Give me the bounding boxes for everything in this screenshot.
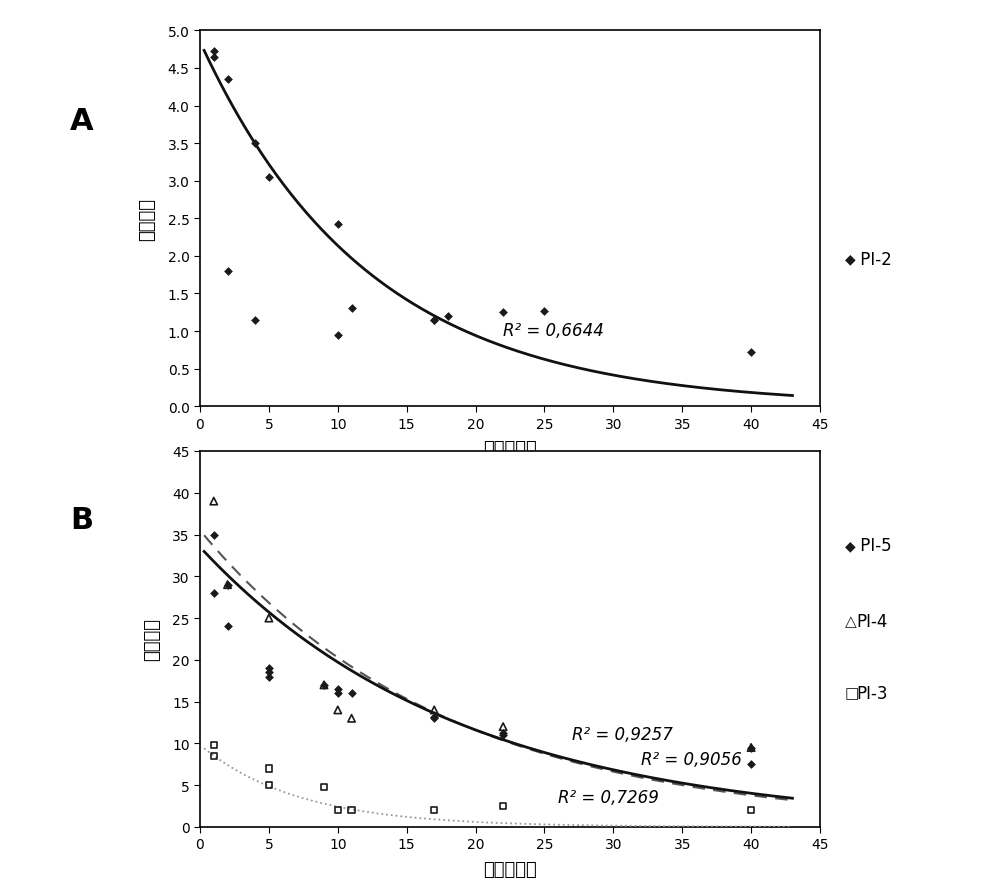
- Text: △: △: [845, 614, 857, 628]
- Point: [330, 682, 346, 696]
- Y-axis label: 预后指数: 预后指数: [138, 198, 156, 240]
- Point: [206, 749, 222, 763]
- Point: [261, 762, 277, 776]
- Point: [495, 799, 511, 814]
- Point: [316, 678, 332, 692]
- Point: [330, 328, 346, 342]
- Point: [426, 710, 442, 724]
- Text: R² = 0,9257: R² = 0,9257: [572, 725, 673, 743]
- Text: PI-3: PI-3: [856, 684, 888, 702]
- Point: [206, 527, 222, 542]
- X-axis label: 时间（月）: 时间（月）: [483, 860, 537, 878]
- Point: [495, 726, 511, 740]
- X-axis label: 时间（月）: 时间（月）: [483, 440, 537, 458]
- Y-axis label: 预后指数: 预后指数: [143, 618, 161, 661]
- Point: [743, 803, 759, 817]
- Text: PI-5: PI-5: [855, 536, 892, 554]
- Point: [206, 738, 222, 753]
- Point: [330, 687, 346, 701]
- Point: [261, 778, 277, 792]
- Point: [206, 494, 222, 509]
- Point: [344, 687, 360, 701]
- Point: [220, 73, 236, 88]
- Text: PI-2: PI-2: [855, 250, 892, 268]
- Text: □: □: [845, 686, 859, 700]
- Point: [206, 50, 222, 64]
- Text: △: △: [845, 614, 856, 628]
- Point: [426, 803, 442, 817]
- Point: [316, 678, 332, 692]
- Text: R² = 0,9056: R² = 0,9056: [641, 750, 742, 768]
- Point: [220, 578, 236, 592]
- Text: R² = 0,7269: R² = 0,7269: [558, 788, 659, 805]
- Point: [743, 740, 759, 755]
- Text: PI-4: PI-4: [856, 612, 887, 630]
- Text: ◆: ◆: [845, 252, 856, 266]
- Point: [426, 712, 442, 726]
- Point: [426, 703, 442, 717]
- Point: [220, 620, 236, 634]
- Point: [261, 171, 277, 185]
- Point: [261, 665, 277, 679]
- Point: [206, 586, 222, 601]
- Point: [316, 780, 332, 794]
- Point: [330, 703, 346, 717]
- Point: [536, 304, 552, 318]
- Point: [495, 720, 511, 734]
- Point: [330, 803, 346, 817]
- Point: [247, 313, 263, 327]
- Point: [344, 712, 360, 726]
- Point: [220, 265, 236, 279]
- Point: [261, 670, 277, 684]
- Point: [743, 740, 759, 755]
- Text: B: B: [70, 505, 93, 534]
- Point: [495, 728, 511, 742]
- Text: A: A: [70, 107, 94, 136]
- Point: [330, 218, 346, 232]
- Point: [344, 302, 360, 316]
- Point: [743, 346, 759, 360]
- Point: [495, 306, 511, 320]
- Point: [344, 803, 360, 817]
- Point: [426, 313, 442, 327]
- Point: [220, 578, 236, 592]
- Point: [261, 662, 277, 676]
- Point: [261, 611, 277, 626]
- Point: [247, 137, 263, 151]
- Text: R² = 0,6644: R² = 0,6644: [503, 322, 604, 340]
- Point: [206, 46, 222, 60]
- Point: [440, 309, 456, 324]
- Point: [426, 313, 442, 327]
- Point: [743, 757, 759, 772]
- Text: ◆: ◆: [845, 538, 856, 552]
